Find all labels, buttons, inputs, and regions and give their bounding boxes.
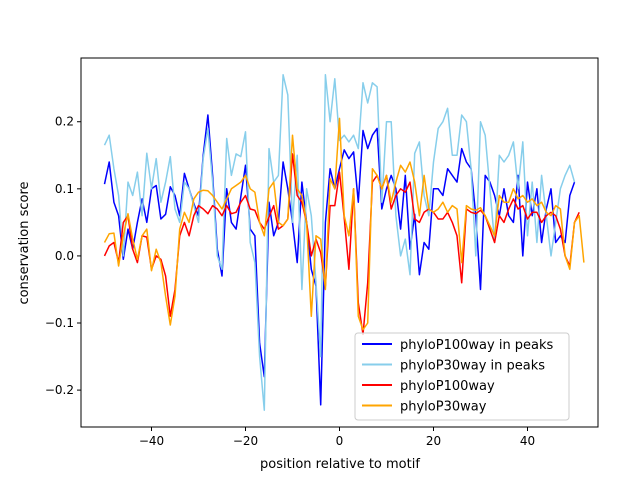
x-tick-label: 0 [336, 434, 344, 448]
x-tick-label: 40 [520, 434, 535, 448]
y-axis: −0.2 −0.1 0.0 0.1 0.2 [45, 115, 81, 397]
x-axis: −40 −20 0 20 40 [139, 427, 535, 448]
series-line-2 [103, 153, 580, 336]
series-lines [103, 74, 585, 411]
y-axis-label: conservation score [17, 181, 32, 304]
y-tick-label: 0.0 [55, 249, 74, 263]
y-tick-label: 0.1 [55, 182, 74, 196]
x-tick-label: −40 [139, 434, 164, 448]
legend-label-2: phyloP100way [400, 379, 495, 394]
x-axis-label: position relative to motif [260, 457, 420, 472]
y-tick-label: −0.1 [45, 316, 74, 330]
x-tick-label: 20 [426, 434, 441, 448]
y-tick-label: 0.2 [55, 115, 74, 129]
y-tick-label: −0.2 [45, 383, 74, 397]
x-tick-label: −20 [233, 434, 258, 448]
legend-label-3: phyloP30way [400, 400, 487, 415]
legend-box [354, 332, 570, 421]
legend-label-0: phyloP100way in peaks [400, 338, 554, 353]
series-line-3 [103, 117, 585, 331]
legend: phyloP100way in peaks phyloP30way in peak… [354, 332, 570, 421]
series-line-1 [103, 74, 576, 411]
legend-label-1: phyloP30way in peaks [400, 359, 545, 374]
